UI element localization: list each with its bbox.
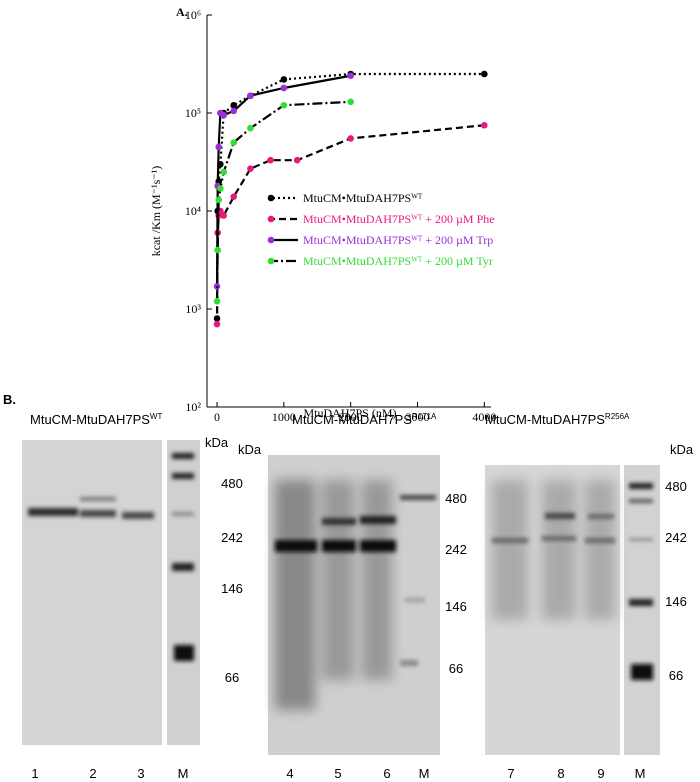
data-point (215, 143, 222, 151)
gel-title: MtuCM-MtuDAH7PSR171A (292, 412, 437, 427)
marker-label: 66 (669, 668, 683, 683)
gel (22, 440, 162, 745)
gel-title-text: MtuCM-MtuDAH7PS (292, 412, 412, 427)
lane-label: 6 (383, 766, 390, 781)
kda-label: kDa (670, 442, 694, 457)
x-tick-label: 1000 (272, 410, 296, 424)
gel-title: MtuCM-MtuDAH7PSWT (30, 412, 162, 427)
smears (492, 480, 615, 620)
x-tick-label: 4000 (472, 410, 496, 424)
marker-label: 480 (221, 476, 243, 491)
gels: B. (3, 392, 660, 755)
lane-label: 5 (334, 766, 341, 781)
lane-label: 2 (89, 766, 96, 781)
legend-marker (267, 236, 275, 244)
marker-label: 146 (665, 594, 687, 609)
x-tick-label: 0 (214, 410, 220, 424)
data-point (217, 185, 224, 192)
bands (275, 495, 436, 666)
y-tick-label: 10³ (185, 302, 201, 316)
data-point (280, 76, 288, 83)
smears (275, 480, 392, 710)
lane-label: 3 (137, 766, 144, 781)
data-point (230, 107, 238, 115)
x-axis-label: MtuDAH7PS (nM) (303, 406, 396, 420)
marker-label: 480 (445, 491, 467, 506)
data-point (247, 165, 254, 173)
gel-marker-lane (167, 440, 200, 745)
lane-label: M (635, 766, 646, 781)
data-point (280, 101, 288, 109)
x-tick-label: 2000 (339, 410, 363, 424)
legend-label: MtuCM•MtuDAH7PSᵂᵀ + 200 µM Phe (303, 212, 495, 226)
marker-label: 242 (445, 542, 467, 557)
bands (28, 453, 194, 661)
y-tick-label: 10⁵ (185, 106, 201, 120)
kda-label: kDa (205, 435, 229, 450)
bands (492, 483, 653, 680)
data-point (481, 70, 488, 78)
lane-label: 7 (507, 766, 514, 781)
data-point (220, 111, 228, 119)
x-tick-label: 3000 (405, 410, 429, 424)
lane-label: 4 (286, 766, 293, 781)
legend-marker (267, 215, 275, 223)
y-tick-label: 10⁴ (185, 204, 201, 218)
legend-marker (267, 194, 275, 202)
gel-title: MtuCM-MtuDAH7PSR256A (485, 412, 630, 427)
data-point (230, 101, 238, 109)
marker-label: 242 (221, 530, 243, 545)
legend-label: MtuCM•MtuDAH7PSᵂᵀ + 200 µM Trp (303, 233, 493, 247)
lane-label: M (419, 766, 430, 781)
data-point (215, 196, 222, 204)
y-axis-label: kcat /Km (M⁻¹s⁻¹) (149, 166, 163, 257)
marker-label: 146 (221, 581, 243, 596)
marker-label: 146 (445, 599, 467, 614)
data-point (347, 135, 354, 142)
lane-label: 1 (31, 766, 38, 781)
y-tick-label: 10² (185, 400, 201, 414)
gel-title-sup: WT (150, 412, 163, 421)
data-point (213, 320, 221, 328)
gel-title-text: MtuCM-MtuDAH7PS (485, 412, 605, 427)
data-point (220, 168, 228, 176)
data-point (293, 156, 301, 164)
gel-title-sup: R256A (605, 412, 630, 421)
panel-label: A. (176, 5, 188, 19)
gel-marker-lane (624, 465, 660, 755)
data-point (347, 98, 354, 106)
data-point (213, 297, 221, 305)
marker-label: 480 (665, 479, 687, 494)
legend (262, 183, 487, 273)
lane-label: M (178, 766, 189, 781)
data-point (247, 92, 254, 100)
data-point (214, 246, 221, 254)
data-point (347, 72, 354, 80)
data-point (280, 84, 288, 92)
panel-label: B. (3, 392, 16, 407)
data-point (230, 139, 238, 146)
legend-label: MtuCM•MtuDAH7PSᵂᵀ + 200 µM Tyr (303, 254, 493, 268)
y-tick-label: 10⁶ (185, 8, 201, 22)
data-point (267, 156, 274, 164)
marker-label: 66 (225, 670, 239, 685)
data-point (220, 212, 228, 219)
lane-label: 9 (597, 766, 604, 781)
gel-title-text: MtuCM-MtuDAH7PS (30, 412, 150, 427)
marker-label: 242 (665, 530, 687, 545)
kda-label: kDa (238, 442, 262, 457)
data-point (247, 124, 254, 132)
legend-marker (267, 257, 275, 265)
legend-label: MtuCM•MtuDAH7PSᵂᵀ (303, 191, 423, 205)
lane-label: 8 (557, 766, 564, 781)
data-point (230, 193, 238, 200)
marker-label: 66 (449, 661, 463, 676)
gel-title-sup: R171A (412, 412, 437, 421)
data-point (481, 121, 488, 129)
